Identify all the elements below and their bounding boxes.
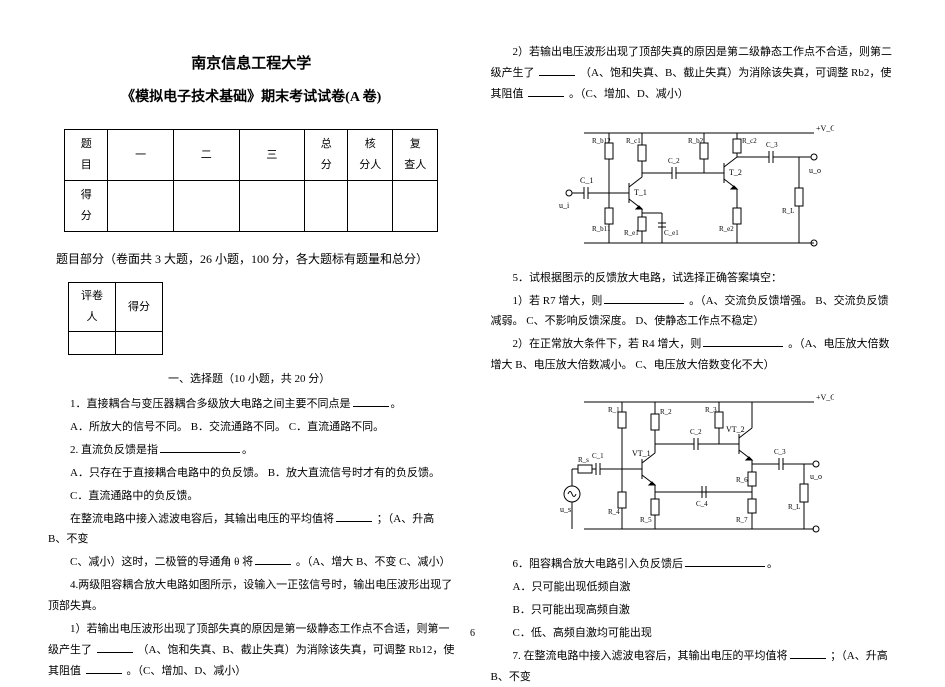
svg-text:T_1: T_1 xyxy=(634,188,647,197)
svg-text:R_7: R_7 xyxy=(736,516,748,524)
cell: 目 xyxy=(81,159,92,171)
svg-text:R_e1: R_e1 xyxy=(624,229,639,237)
svg-text:u_o: u_o xyxy=(810,472,822,481)
question-6-a: A．只可能出现低频自激 xyxy=(491,577,898,598)
cell: 二 xyxy=(173,130,239,181)
svg-text:R_5: R_5 xyxy=(640,516,652,524)
svg-text:C_4: C_4 xyxy=(696,500,708,508)
section-1-heading: 一、选择题（10 小题，共 20 分） xyxy=(168,369,455,390)
university-name: 南京信息工程大学 xyxy=(48,50,455,79)
svg-text:R_e2: R_e2 xyxy=(719,225,734,233)
question-4-part2: 2）若输出电压波形出现了顶部失真的原因是第二级静态工作点不合适，则第二级产生了 … xyxy=(491,42,898,105)
svg-text:R_c1: R_c1 xyxy=(626,137,641,145)
svg-text:R_3: R_3 xyxy=(705,406,717,414)
question-4: 4.两级阻容耦合放大电路如图所示，设输入一正弦信号时，输出电压波形出现了顶部失真… xyxy=(48,575,455,617)
svg-text:C_2: C_2 xyxy=(668,157,680,165)
summary-line: 题目部分（卷面共 3 大题，26 小题，100 分，各大题标有题量和总分） xyxy=(56,248,447,271)
circuit-diagram-2: +V_CC u_s R_s C_1 R_1 R_4 xyxy=(554,384,834,544)
svg-text:u_i: u_i xyxy=(559,201,570,210)
svg-text:+V_CC: +V_CC xyxy=(816,124,834,133)
question-7: 7. 在整流电路中接入滤波电容后，其输出电压的平均值将 ；（A、升高 B、不变 xyxy=(491,646,898,687)
cell: 得 xyxy=(81,189,92,201)
svg-text:R_L: R_L xyxy=(782,207,794,215)
svg-text:R_4: R_4 xyxy=(608,508,620,516)
svg-text:+V_CC: +V_CC xyxy=(816,393,834,402)
svg-text:C_3: C_3 xyxy=(766,141,778,149)
cell: 评卷 xyxy=(81,290,103,302)
cell: 查人 xyxy=(404,159,426,171)
svg-text:T_2: T_2 xyxy=(729,168,742,177)
cell: 分 xyxy=(321,159,332,171)
question-3: 在整流电路中接入滤波电容后，其输出电压的平均值将 ；（A、升高 B、不变 xyxy=(48,509,455,551)
question-6-b: B．只可能出现高频自激 xyxy=(491,600,898,621)
question-5: 5．试根据图示的反馈放大电路，试选择正确答案填空： xyxy=(491,268,898,289)
svg-text:R_s: R_s xyxy=(578,456,589,464)
cell: 核 xyxy=(365,138,376,150)
cell: 人 xyxy=(87,311,98,323)
cell: 复 xyxy=(410,138,421,150)
question-6: 6．阻容耦合放大电路引入负反馈后。 xyxy=(491,554,898,575)
svg-text:u_s: u_s xyxy=(560,505,571,514)
score-table: 题 目 一 二 三 总 分 核 分人 复 查人 xyxy=(64,129,438,232)
svg-text:R_b2: R_b2 xyxy=(688,137,704,145)
question-2-options-c: C．直流通路中的负反馈。 xyxy=(48,486,455,507)
svg-text:R_6: R_6 xyxy=(736,476,748,484)
svg-text:R_c2: R_c2 xyxy=(742,137,757,145)
cell: 得分 xyxy=(116,283,163,332)
cell: 总 xyxy=(321,138,332,150)
exam-title: 《模拟电子技术基础》期末考试试卷(A 卷) xyxy=(48,85,455,112)
question-4-part1: 1）若输出电压波形出现了顶部失真的原因是第一级静态工作点不合适，则第一级产生了 … xyxy=(48,619,455,682)
svg-text:C_2: C_2 xyxy=(690,428,702,436)
page-number: 6 xyxy=(470,628,475,639)
question-5-p2: 2）在正常放大条件下，若 R4 增大，则 。（A、电压放大倍数增大 B、电压放大… xyxy=(491,334,898,376)
question-1-options: A．所放大的信号不同。 B．交流通路不同。 C．直流通路不同。 xyxy=(48,417,455,438)
svg-text:VT_2: VT_2 xyxy=(726,425,745,434)
svg-text:C_e1: C_e1 xyxy=(664,229,679,237)
svg-text:R_L: R_L xyxy=(788,503,800,511)
svg-text:C_3: C_3 xyxy=(774,448,786,456)
question-6-c: C．低、高频自激均可能出现 xyxy=(491,623,898,644)
svg-text:u_o: u_o xyxy=(809,166,821,175)
svg-text:R_b11: R_b11 xyxy=(592,225,611,233)
svg-text:R_2: R_2 xyxy=(660,408,672,416)
question-2: 2. 直流负反馈是指。 xyxy=(48,440,455,461)
question-1: 1．直接耦合与变压器耦合多级放大电路之间主要不同点是。 xyxy=(48,394,455,415)
svg-text:C_1: C_1 xyxy=(580,176,593,185)
svg-text:R_b12: R_b12 xyxy=(592,137,611,145)
question-5-p1: 1）若 R7 增大，则 。（A、交流负反馈增强。 B、交流负反馈减弱。 C、不影… xyxy=(491,291,898,333)
circuit-diagram-1: +V_CC u_i C_1 R_b12 R_b11 xyxy=(554,113,834,258)
cell: 题 xyxy=(81,138,92,150)
svg-text:VT_1: VT_1 xyxy=(632,449,651,458)
svg-text:R_1: R_1 xyxy=(608,406,620,414)
grader-table: 评卷 人 得分 xyxy=(68,282,163,355)
svg-text:C_1: C_1 xyxy=(592,452,604,460)
cell: 一 xyxy=(108,130,174,181)
right-column: 2）若输出电压波形出现了顶部失真的原因是第二级静态工作点不合适，则第二级产生了 … xyxy=(473,40,916,627)
cell: 分 xyxy=(81,210,92,222)
cell: 三 xyxy=(239,130,305,181)
question-3-cont: C、减小）这时，二极管的导通角 θ 将 。（A、增大 B、不变 C、减小） xyxy=(48,552,455,573)
question-2-options-a: A．只存在于直接耦合电路中的负反馈。 B．放大直流信号时才有的负反馈。 xyxy=(48,463,455,484)
left-column: 南京信息工程大学 《模拟电子技术基础》期末考试试卷(A 卷) 题 目 一 二 三… xyxy=(30,40,473,627)
cell: 分人 xyxy=(359,159,381,171)
